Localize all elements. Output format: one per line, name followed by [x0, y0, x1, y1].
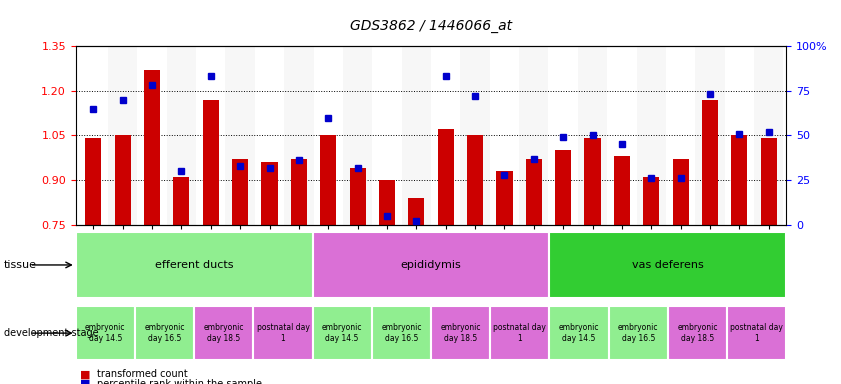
Bar	[320, 136, 336, 225]
Text: embryonic
day 16.5: embryonic day 16.5	[618, 323, 659, 343]
Bar	[108, 46, 137, 225]
Bar	[637, 46, 666, 225]
Bar	[754, 46, 784, 225]
Bar	[203, 100, 219, 225]
Bar	[673, 159, 689, 225]
Bar	[696, 46, 725, 225]
Bar	[144, 70, 160, 225]
Text: embryonic
day 18.5: embryonic day 18.5	[204, 323, 244, 343]
FancyBboxPatch shape	[668, 306, 727, 360]
Bar	[607, 46, 637, 225]
FancyBboxPatch shape	[609, 306, 668, 360]
FancyBboxPatch shape	[431, 306, 490, 360]
Bar	[291, 159, 307, 225]
Bar	[173, 177, 189, 225]
Bar	[350, 168, 366, 225]
FancyBboxPatch shape	[135, 306, 194, 360]
Bar	[467, 136, 483, 225]
FancyBboxPatch shape	[549, 306, 609, 360]
Bar	[760, 138, 777, 225]
Text: efferent ducts: efferent ducts	[155, 260, 234, 270]
Text: ■: ■	[80, 379, 90, 384]
Bar	[614, 156, 630, 225]
Text: GDS3862 / 1446066_at: GDS3862 / 1446066_at	[350, 19, 512, 33]
FancyBboxPatch shape	[372, 306, 431, 360]
Bar	[578, 46, 607, 225]
FancyBboxPatch shape	[313, 306, 372, 360]
Bar	[343, 46, 373, 225]
Bar	[526, 159, 542, 225]
Text: embryonic
day 16.5: embryonic day 16.5	[145, 323, 185, 343]
Bar	[408, 198, 425, 225]
Bar	[373, 46, 402, 225]
Bar	[196, 46, 225, 225]
Bar	[314, 46, 343, 225]
Bar	[262, 162, 278, 225]
Bar	[225, 46, 255, 225]
Text: postnatal day
1: postnatal day 1	[257, 323, 309, 343]
Bar	[666, 46, 696, 225]
Bar	[255, 46, 284, 225]
Bar	[78, 46, 108, 225]
Bar	[137, 46, 167, 225]
FancyBboxPatch shape	[194, 306, 253, 360]
Text: postnatal day
1: postnatal day 1	[494, 323, 547, 343]
Text: percentile rank within the sample: percentile rank within the sample	[97, 379, 262, 384]
Bar	[584, 138, 600, 225]
Text: transformed count: transformed count	[97, 369, 188, 379]
Bar	[114, 136, 130, 225]
Bar	[732, 136, 748, 225]
Bar	[85, 138, 102, 225]
Text: epididymis: epididymis	[400, 260, 462, 270]
Bar	[702, 100, 718, 225]
FancyBboxPatch shape	[76, 306, 135, 360]
Bar	[643, 177, 659, 225]
Text: development stage: development stage	[4, 328, 99, 338]
Text: embryonic
day 14.5: embryonic day 14.5	[558, 323, 600, 343]
Bar	[437, 129, 454, 225]
FancyBboxPatch shape	[549, 232, 786, 298]
FancyBboxPatch shape	[76, 232, 313, 298]
Bar	[496, 171, 512, 225]
Text: postnatal day
1: postnatal day 1	[730, 323, 783, 343]
Bar	[379, 180, 395, 225]
Bar	[725, 46, 754, 225]
Bar	[548, 46, 578, 225]
Text: embryonic
day 18.5: embryonic day 18.5	[677, 323, 717, 343]
Bar	[431, 46, 460, 225]
FancyBboxPatch shape	[727, 306, 786, 360]
Text: embryonic
day 18.5: embryonic day 18.5	[441, 323, 481, 343]
Bar	[519, 46, 548, 225]
FancyBboxPatch shape	[313, 232, 549, 298]
Text: ■: ■	[80, 369, 90, 379]
Bar	[555, 150, 571, 225]
Text: embryonic
day 16.5: embryonic day 16.5	[381, 323, 421, 343]
Text: vas deferens: vas deferens	[632, 260, 704, 270]
Text: embryonic
day 14.5: embryonic day 14.5	[85, 323, 125, 343]
Bar	[402, 46, 431, 225]
Bar	[284, 46, 314, 225]
Bar	[460, 46, 489, 225]
Text: embryonic
day 14.5: embryonic day 14.5	[322, 323, 362, 343]
Bar	[167, 46, 196, 225]
Text: tissue: tissue	[4, 260, 37, 270]
Bar	[489, 46, 519, 225]
FancyBboxPatch shape	[490, 306, 549, 360]
FancyBboxPatch shape	[253, 306, 313, 360]
Bar	[232, 159, 248, 225]
